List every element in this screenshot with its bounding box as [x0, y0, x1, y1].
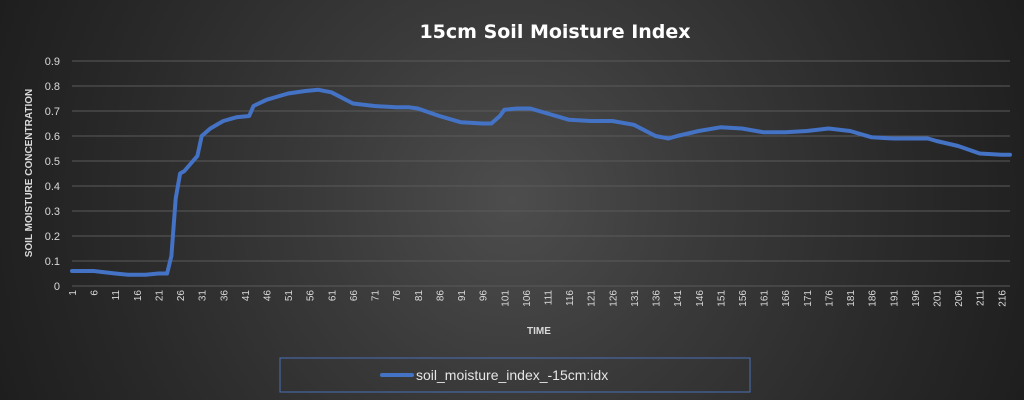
x-tick-label: 56 — [306, 290, 317, 302]
x-tick-label: 156 — [738, 290, 749, 307]
x-tick-label: 106 — [522, 290, 533, 307]
legend-entry: soil_moisture_index_-15cm:idx — [416, 367, 608, 383]
x-tick-label: 36 — [219, 290, 230, 302]
x-tick-label: 31 — [198, 290, 209, 302]
x-tick-label: 21 — [154, 290, 165, 302]
x-tick-label: 96 — [479, 290, 490, 302]
x-tick-label: 76 — [392, 290, 403, 302]
y-tick-label: 0.3 — [45, 206, 60, 218]
x-tick-label: 176 — [824, 290, 835, 307]
x-tick-label: 206 — [954, 290, 965, 307]
y-tick-label: 0.6 — [45, 131, 60, 143]
x-tick-label: 131 — [630, 290, 641, 307]
x-tick-label: 171 — [803, 290, 814, 307]
x-tick-label: 166 — [781, 290, 792, 307]
x-axis-label: TIME — [527, 326, 551, 337]
x-tick-label: 81 — [414, 290, 425, 302]
x-tick-label: 151 — [716, 290, 727, 307]
x-tick-label: 61 — [327, 290, 338, 302]
y-axis-label: SOIL MOISTURE CONCENTRATION — [24, 89, 35, 258]
x-tick-label: 116 — [565, 290, 576, 306]
x-tick-label: 161 — [760, 290, 771, 307]
y-axis-ticks: 0 0.1 0.2 0.3 0.4 0.5 0.6 0.7 0.8 0.9 — [45, 56, 60, 293]
y-tick-label: 0.2 — [45, 231, 60, 243]
y-tick-label: 0.9 — [45, 56, 60, 68]
x-tick-label: 146 — [695, 290, 706, 307]
x-tick-label: 41 — [241, 290, 252, 302]
x-tick-label: 141 — [673, 290, 684, 307]
y-tick-label: 0.4 — [45, 181, 60, 193]
x-tick-label: 91 — [457, 290, 468, 302]
x-tick-label: 121 — [587, 290, 598, 307]
x-tick-label: 196 — [911, 290, 922, 307]
y-tick-label: 0.1 — [45, 256, 60, 268]
x-tick-label: 46 — [263, 290, 274, 302]
y-tick-label: 0 — [54, 281, 60, 293]
x-tick-label: 111 — [543, 290, 554, 306]
x-tick-label: 126 — [608, 290, 619, 307]
x-tick-label: 181 — [846, 290, 857, 307]
x-tick-label: 11 — [111, 290, 122, 301]
x-tick-label: 186 — [868, 290, 879, 307]
x-tick-label: 1 — [68, 290, 79, 296]
x-tick-label: 16 — [133, 290, 144, 302]
x-tick-label: 191 — [889, 290, 900, 307]
x-tick-label: 211 — [976, 290, 987, 306]
x-tick-label: 136 — [652, 290, 663, 307]
x-tick-label: 71 — [371, 290, 382, 302]
x-tick-label: 6 — [90, 290, 101, 296]
x-tick-label: 51 — [284, 290, 295, 302]
y-tick-label: 0.7 — [45, 106, 60, 118]
series-line — [70, 87, 1012, 277]
chart-title: 15cm Soil Moisture Index — [419, 21, 690, 43]
x-tick-label: 26 — [176, 290, 187, 302]
x-tick-label: 101 — [500, 290, 511, 307]
x-tick-label: 86 — [435, 290, 446, 302]
gridlines — [72, 60, 1010, 287]
x-axis-ticks: 1 6 11 16 21 26 31 36 41 46 51 56 61 66 71 76 81 86 91 96 10… — [68, 290, 1008, 307]
y-tick-label: 0.8 — [45, 81, 60, 93]
legend: soil_moisture_index_-15cm:idx — [279, 357, 751, 393]
x-tick-label: 201 — [933, 290, 944, 307]
x-tick-label: 66 — [349, 290, 360, 302]
legend-box — [279, 357, 751, 393]
x-tick-label: 216 — [997, 290, 1008, 307]
y-tick-label: 0.5 — [45, 156, 60, 168]
